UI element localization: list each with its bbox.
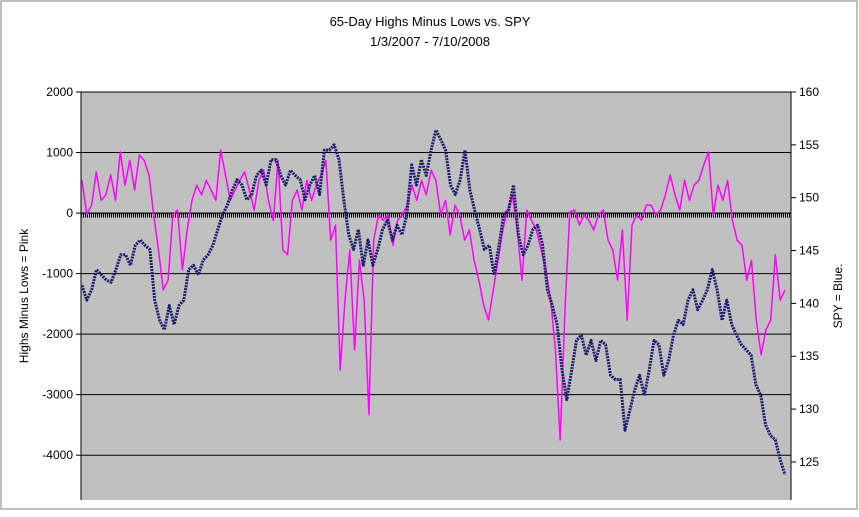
spy-line (80, 128, 787, 476)
highs-lows-line (81, 149, 786, 441)
y-tick-label: 2000 (46, 85, 73, 99)
plot-area (81, 92, 791, 500)
y2-tick-label: 140 (799, 296, 819, 310)
y-axis-label: Highs Minus Lows = Pink (17, 228, 31, 363)
y-tick-label: 1000 (46, 146, 73, 160)
y2-tick-label: 135 (799, 349, 819, 363)
y2-tick-label: 155 (799, 138, 819, 152)
y2-tick-label: 145 (799, 244, 819, 258)
chart-title: 65-Day Highs Minus Lows vs. SPY (330, 14, 531, 29)
y2-tick-label: 150 (799, 191, 819, 205)
chart-subtitle: 1/3/2007 - 7/10/2008 (370, 34, 490, 49)
y2-tick-label: 125 (799, 455, 819, 469)
y2-tick-label: 160 (799, 85, 819, 99)
y2-axis-label: SPY = Blue. (831, 264, 845, 329)
y-tick-label: -4000 (42, 448, 73, 462)
y-tick-label: -1000 (42, 267, 73, 281)
y-tick-label: -3000 (42, 388, 73, 402)
y2-tick-label: 130 (799, 402, 819, 416)
y-tick-label: 0 (66, 206, 73, 220)
y-tick-label: -2000 (42, 327, 73, 341)
